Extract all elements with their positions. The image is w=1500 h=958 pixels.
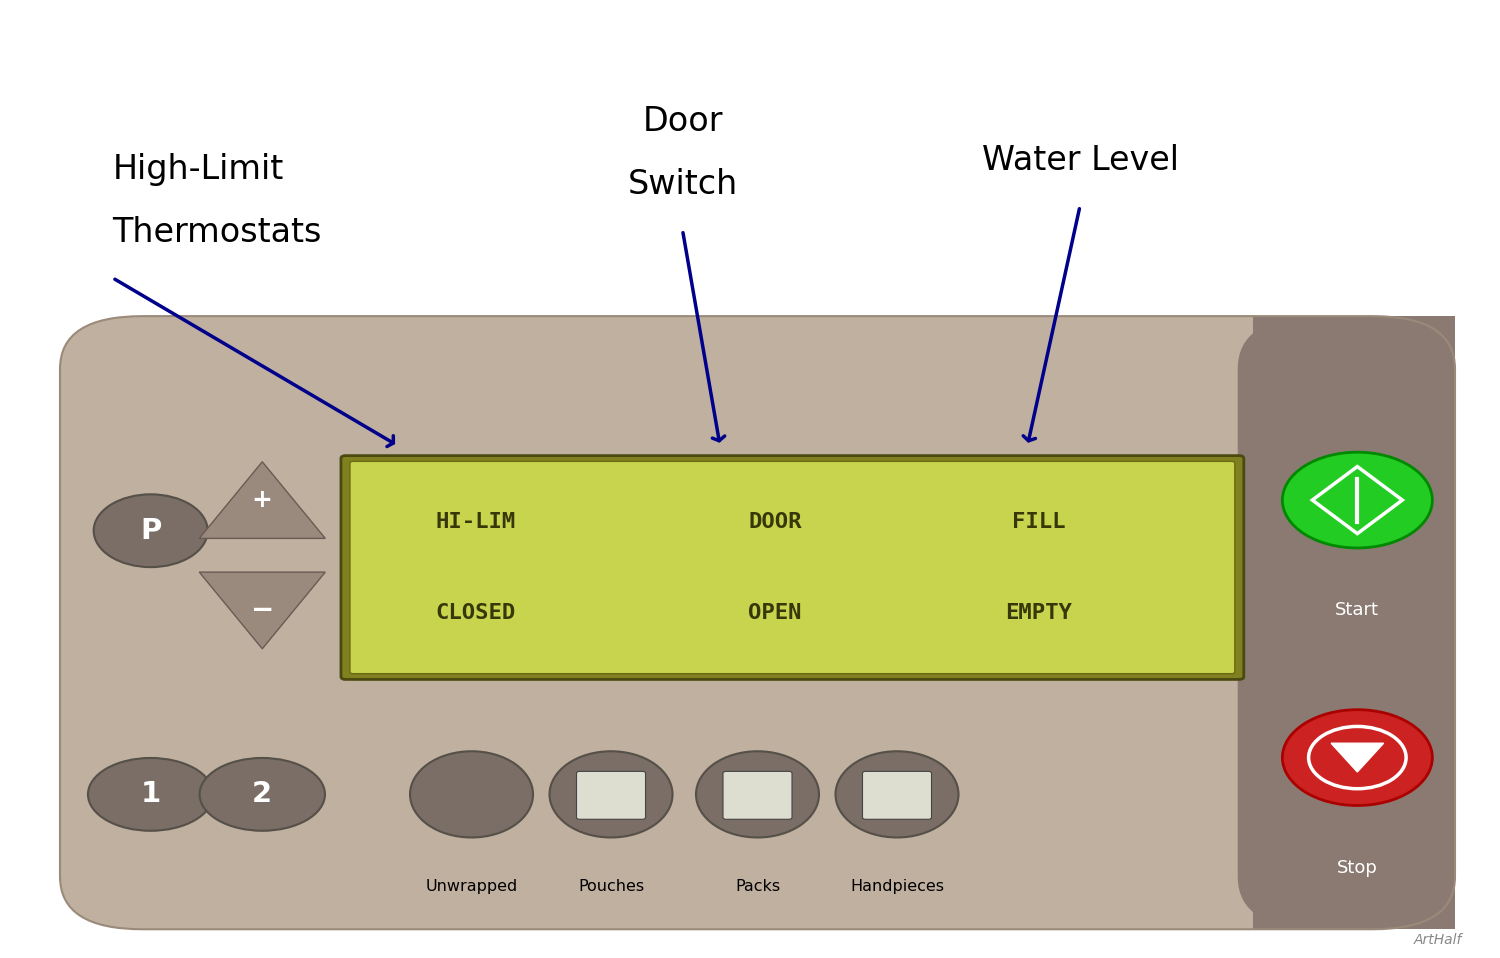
Text: Stop: Stop bbox=[1336, 859, 1378, 877]
FancyBboxPatch shape bbox=[862, 771, 932, 819]
Text: Pouches: Pouches bbox=[578, 878, 644, 894]
Polygon shape bbox=[200, 572, 326, 649]
FancyBboxPatch shape bbox=[723, 771, 792, 819]
FancyBboxPatch shape bbox=[576, 771, 645, 819]
FancyBboxPatch shape bbox=[1238, 316, 1455, 929]
Text: Water Level: Water Level bbox=[981, 144, 1179, 176]
Ellipse shape bbox=[410, 751, 532, 837]
Text: HI-LIM: HI-LIM bbox=[436, 512, 516, 532]
Text: High-Limit: High-Limit bbox=[112, 153, 284, 186]
FancyBboxPatch shape bbox=[60, 316, 1455, 929]
Text: P: P bbox=[140, 516, 162, 545]
Text: +: + bbox=[252, 488, 273, 513]
Text: OPEN: OPEN bbox=[748, 604, 801, 624]
Text: Unwrapped: Unwrapped bbox=[426, 878, 518, 894]
Text: Handpieces: Handpieces bbox=[850, 878, 944, 894]
Ellipse shape bbox=[696, 751, 819, 837]
FancyBboxPatch shape bbox=[350, 462, 1234, 673]
Text: Packs: Packs bbox=[735, 878, 780, 894]
Text: Door: Door bbox=[642, 105, 723, 138]
Text: CLOSED: CLOSED bbox=[436, 604, 516, 624]
Text: ArtHalf: ArtHalf bbox=[1414, 932, 1462, 947]
Text: Switch: Switch bbox=[627, 168, 738, 200]
Ellipse shape bbox=[88, 758, 213, 831]
Ellipse shape bbox=[200, 758, 326, 831]
Text: DOOR: DOOR bbox=[748, 512, 801, 532]
FancyBboxPatch shape bbox=[340, 456, 1244, 679]
Circle shape bbox=[93, 494, 207, 567]
Polygon shape bbox=[1330, 743, 1383, 772]
Text: 1: 1 bbox=[141, 781, 160, 809]
Text: FILL: FILL bbox=[1011, 512, 1065, 532]
Circle shape bbox=[1282, 710, 1432, 806]
Text: Start: Start bbox=[1335, 602, 1380, 620]
Bar bbox=[1252, 316, 1455, 929]
Polygon shape bbox=[200, 462, 326, 538]
Ellipse shape bbox=[836, 751, 958, 837]
Ellipse shape bbox=[549, 751, 672, 837]
Text: −: − bbox=[251, 597, 274, 625]
Text: EMPTY: EMPTY bbox=[1005, 604, 1072, 624]
Text: 2: 2 bbox=[252, 781, 273, 809]
Text: Thermostats: Thermostats bbox=[112, 216, 322, 248]
Circle shape bbox=[1282, 452, 1432, 548]
